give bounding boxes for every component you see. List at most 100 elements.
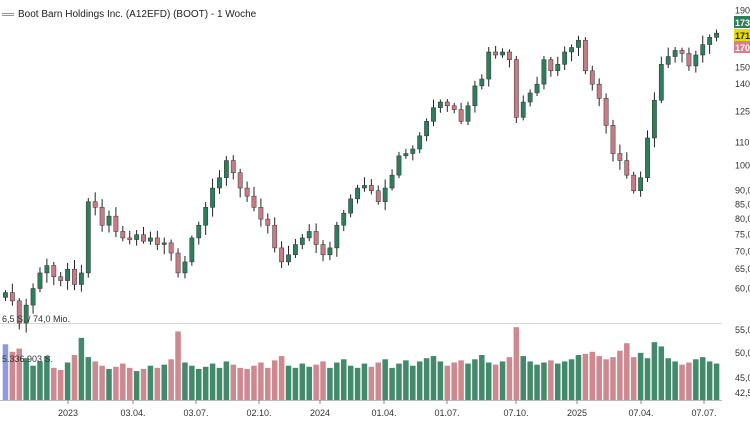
candle-body (355, 187, 360, 200)
volume-bar (265, 367, 271, 400)
volume-bar (216, 367, 223, 400)
volume-bar (603, 359, 609, 400)
volume-bar (548, 360, 554, 400)
volume-bar (313, 364, 319, 400)
volume-bar (472, 359, 478, 400)
candle-body (417, 135, 423, 150)
volume-bar (9, 351, 16, 400)
volume-bar (444, 365, 451, 400)
volume-bar (361, 363, 368, 400)
candle-body (286, 254, 291, 263)
candle-body (596, 83, 602, 99)
volume-bar (679, 364, 685, 400)
volume-bar (202, 366, 209, 400)
volume-bar (168, 359, 174, 400)
price-tick-label: 110,00 (735, 137, 750, 147)
candle-body (9, 292, 15, 302)
volume-bar (237, 367, 243, 400)
volume-bar (92, 361, 98, 400)
volume-bar (71, 355, 78, 400)
volume-bar (672, 361, 678, 400)
price-candles (3, 29, 719, 333)
volume-bar (575, 355, 582, 400)
candle-body (652, 99, 657, 139)
candle-body (134, 234, 140, 240)
price-badge (734, 29, 750, 41)
candle-body (182, 261, 188, 274)
price-tick-label: 125,00 (735, 106, 750, 116)
price-badge-label: 171 (735, 31, 750, 41)
volume-bar (299, 363, 306, 400)
time-axis: 2023 03.04. 03.07. 02.10. 2024 01.04. 01.07. 07… (58, 400, 717, 418)
volume-bar (561, 361, 568, 400)
volume-bar (99, 365, 105, 400)
candle-body (175, 252, 181, 274)
volume-bar (154, 367, 161, 400)
candle-body (465, 105, 471, 122)
time-tick-label: 03.04. (120, 408, 145, 418)
price-tick-label: 150,00 (735, 63, 750, 73)
candle-body (168, 242, 174, 254)
volume-bar (223, 361, 230, 400)
candle-body (431, 107, 436, 122)
price-badge-label: 173 (735, 18, 750, 28)
candle-body (210, 187, 215, 208)
candle-body (672, 50, 678, 57)
volume-bar (527, 361, 533, 400)
candle-body (534, 83, 540, 94)
volume-bar (23, 358, 29, 400)
volume-bar (37, 361, 43, 400)
volume-bar (686, 362, 692, 400)
volume-bar (140, 368, 147, 400)
candle-body (645, 137, 650, 178)
candle-body (562, 51, 568, 65)
candle-body (72, 268, 77, 285)
price-tick-label: 85,00 (735, 199, 750, 209)
candle-body (693, 54, 699, 67)
candle-body (348, 198, 354, 214)
volume-bar (596, 356, 602, 400)
candle-body (120, 231, 126, 239)
candle-body (23, 304, 29, 324)
chart-legend: Boot Barn Holdings Inc. (A12EFD) (BOOT) … (2, 9, 256, 20)
volume-bar (693, 359, 699, 400)
candle-body (293, 244, 298, 256)
volume-bar (617, 350, 623, 400)
lower-tick-label: 50,00 (735, 348, 750, 358)
volume-bar (209, 363, 216, 400)
candle-body (154, 237, 160, 245)
price-badges: 173 171 170 (734, 16, 750, 53)
volume-bar (706, 361, 713, 400)
price-badge (734, 16, 750, 28)
volume-bar (161, 364, 168, 400)
candle-body (368, 185, 374, 191)
volume-bar (2, 344, 9, 400)
volume-bar (85, 357, 92, 400)
candle-body (424, 121, 429, 137)
volume-bar (133, 371, 140, 400)
candle-body (106, 215, 112, 226)
candle-body (79, 272, 84, 285)
candle-body (389, 174, 395, 189)
candle-body (203, 207, 209, 226)
candle-body (65, 268, 70, 281)
volume-bar (479, 355, 485, 400)
candle-body (658, 64, 664, 101)
time-tick-label: 01.07. (434, 408, 459, 418)
volume-bar (485, 362, 492, 400)
candle-body (189, 237, 195, 263)
candle-body (258, 207, 264, 220)
price-tick-label: 70,00 (735, 246, 750, 256)
candle-body (444, 101, 450, 107)
volume-bar (230, 364, 237, 400)
candle-body (576, 39, 581, 48)
candle-body (396, 155, 402, 176)
volume-bars (2, 327, 720, 400)
time-tick-label: 07.04. (628, 408, 653, 418)
lower-tick-label: 45,00 (735, 373, 750, 383)
candle-body (85, 201, 91, 274)
candle-body (582, 39, 588, 72)
candle-body (306, 231, 312, 239)
volume-bar (499, 361, 506, 400)
